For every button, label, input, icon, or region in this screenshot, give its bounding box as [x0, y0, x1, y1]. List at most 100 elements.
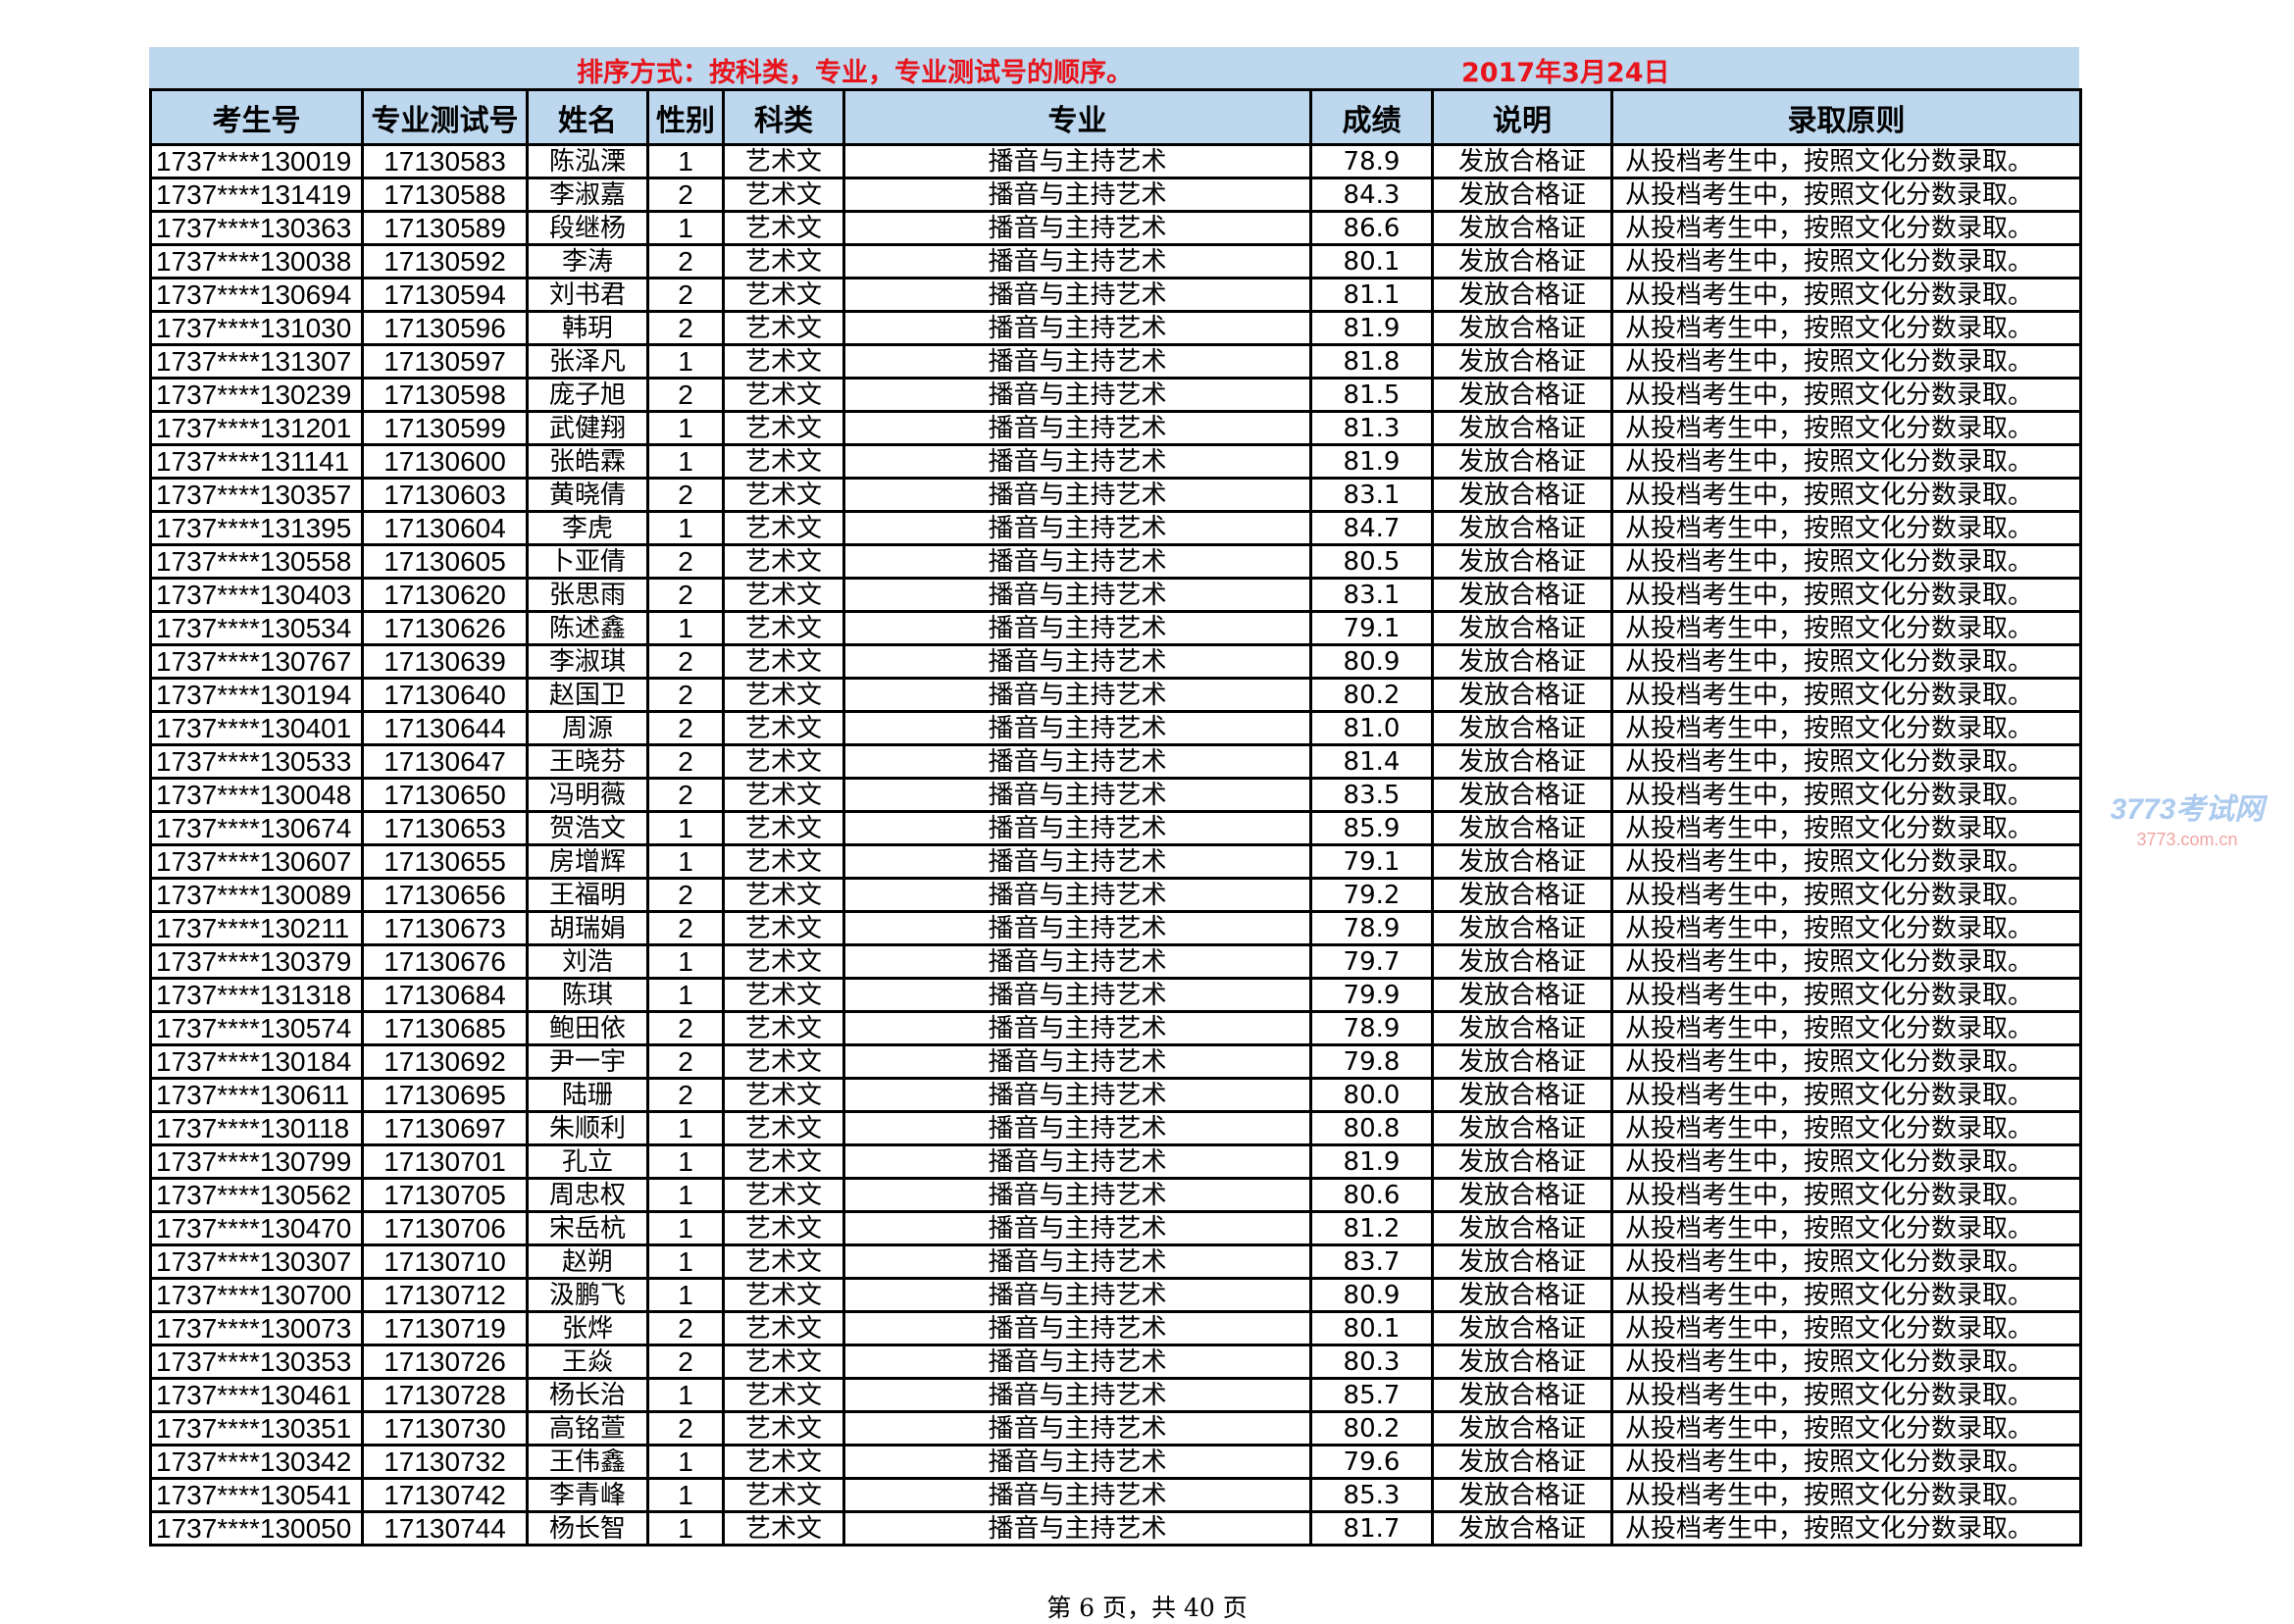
table-row: 1737****131307 17130597 张泽凡 1 艺术文 播音与主持艺术 81.8…	[149, 343, 2082, 380]
cell-category: 艺术文	[722, 1410, 845, 1446]
cell-candidate-id: 1737****130674	[149, 810, 364, 846]
cell-major: 播音与主持艺术	[842, 343, 1312, 380]
cell-name: 王伟鑫	[526, 1444, 649, 1480]
table-body: 1737****130019 17130583 陈泓溧 1 艺术文 播音与主持艺术 78.9…	[149, 143, 2082, 1547]
cell-score: 83.1	[1309, 477, 1434, 513]
cell-score: 81.3	[1309, 410, 1434, 446]
cell-gender: 1	[646, 510, 725, 546]
cell-test-number: 17130589	[361, 210, 529, 246]
cell-score: 84.7	[1309, 510, 1434, 546]
cell-candidate-id: 1737****130607	[149, 843, 364, 880]
table-row: 1737****130541 17130742 李青峰 1 艺术文 播音与主持艺术 85.3…	[149, 1477, 2082, 1513]
cell-candidate-id: 1737****130403	[149, 577, 364, 613]
cell-category: 艺术文	[722, 377, 845, 413]
cell-category: 艺术文	[722, 210, 845, 246]
cell-gender: 2	[646, 1077, 725, 1113]
cell-admission-rule: 从投档考生中，按照文化分数录取。	[1610, 343, 2082, 380]
cell-admission-rule: 从投档考生中，按照文化分数录取。	[1610, 743, 2082, 780]
cell-major: 播音与主持艺术	[842, 1377, 1312, 1413]
cell-test-number: 17130596	[361, 310, 529, 346]
cell-gender: 2	[646, 877, 725, 913]
table-row: 1737****130038 17130592 李涛 2 艺术文 播音与主持艺术 80.1 发…	[149, 243, 2082, 279]
table-row: 1737****130558 17130605 卜亚倩 2 艺术文 播音与主持艺术 80.5…	[149, 543, 2082, 580]
column-header-major: 专业	[842, 88, 1312, 146]
cell-major: 播音与主持艺术	[842, 1043, 1312, 1080]
cell-test-number: 17130644	[361, 710, 529, 746]
cell-admission-rule: 从投档考生中，按照文化分数录取。	[1610, 1510, 2082, 1547]
cell-name: 高铭萱	[526, 1410, 649, 1446]
cell-candidate-id: 1737****130700	[149, 1277, 364, 1313]
cell-admission-rule: 从投档考生中，按照文化分数录取。	[1610, 1477, 2082, 1513]
table-row: 1737****130379 17130676 刘浩 1 艺术文 播音与主持艺术 79.7 发…	[149, 943, 2082, 980]
cell-category: 艺术文	[722, 1110, 845, 1146]
cell-name: 张烨	[526, 1310, 649, 1346]
cell-remark: 发放合格证	[1431, 1510, 1613, 1547]
cell-gender: 1	[646, 1277, 725, 1313]
cell-remark: 发放合格证	[1431, 477, 1613, 513]
cell-remark: 发放合格证	[1431, 510, 1613, 546]
cell-name: 王焱	[526, 1344, 649, 1380]
cell-test-number: 17130695	[361, 1077, 529, 1113]
cell-gender: 2	[646, 710, 725, 746]
cell-score: 79.7	[1309, 943, 1434, 980]
cell-score: 81.5	[1309, 377, 1434, 413]
cell-test-number: 17130697	[361, 1110, 529, 1146]
cell-category: 艺术文	[722, 743, 845, 780]
cell-gender: 1	[646, 210, 725, 246]
cell-admission-rule: 从投档考生中，按照文化分数录取。	[1610, 443, 2082, 480]
cell-remark: 发放合格证	[1431, 143, 1613, 179]
cell-category: 艺术文	[722, 277, 845, 313]
cell-score: 85.7	[1309, 1377, 1434, 1413]
cell-category: 艺术文	[722, 143, 845, 179]
cell-major: 播音与主持艺术	[842, 810, 1312, 846]
cell-remark: 发放合格证	[1431, 1243, 1613, 1280]
cell-test-number: 17130620	[361, 577, 529, 613]
cell-test-number: 17130730	[361, 1410, 529, 1446]
cell-name: 周忠权	[526, 1177, 649, 1213]
cell-category: 艺术文	[722, 177, 845, 213]
cell-candidate-id: 1737****130401	[149, 710, 364, 746]
cell-remark: 发放合格证	[1431, 1210, 1613, 1246]
cell-name: 李虎	[526, 510, 649, 546]
cell-name: 贺浩文	[526, 810, 649, 846]
cell-admission-rule: 从投档考生中，按照文化分数录取。	[1610, 577, 2082, 613]
table-row: 1737****130534 17130626 陈述鑫 1 艺术文 播音与主持艺术 79.1…	[149, 610, 2082, 646]
cell-category: 艺术文	[722, 1510, 845, 1547]
cell-score: 80.1	[1309, 243, 1434, 279]
cell-name: 武健翔	[526, 410, 649, 446]
cell-gender: 2	[646, 677, 725, 713]
cell-major: 播音与主持艺术	[842, 777, 1312, 813]
cell-name: 陈述鑫	[526, 610, 649, 646]
cell-test-number: 17130656	[361, 877, 529, 913]
table-row: 1737****131201 17130599 武健翔 1 艺术文 播音与主持艺术 81.3…	[149, 410, 2082, 446]
cell-test-number: 17130647	[361, 743, 529, 780]
cell-admission-rule: 从投档考生中，按照文化分数录取。	[1610, 477, 2082, 513]
cell-name: 李青峰	[526, 1477, 649, 1513]
cell-admission-rule: 从投档考生中，按照文化分数录取。	[1610, 610, 2082, 646]
cell-major: 播音与主持艺术	[842, 543, 1312, 580]
cell-category: 艺术文	[722, 1477, 845, 1513]
cell-score: 78.9	[1309, 1010, 1434, 1046]
cell-category: 艺术文	[722, 810, 845, 846]
cell-candidate-id: 1737****130019	[149, 143, 364, 179]
cell-name: 韩玥	[526, 310, 649, 346]
cell-admission-rule: 从投档考生中，按照文化分数录取。	[1610, 1243, 2082, 1280]
cell-name: 陈琪	[526, 977, 649, 1013]
table-row: 1737****130799 17130701 孔立 1 艺术文 播音与主持艺术 81.9 发…	[149, 1143, 2082, 1180]
cell-candidate-id: 1737****130562	[149, 1177, 364, 1213]
cell-name: 刘浩	[526, 943, 649, 980]
cell-name: 房增辉	[526, 843, 649, 880]
cell-admission-rule: 从投档考生中，按照文化分数录取。	[1610, 1110, 2082, 1146]
table-row: 1737****130194 17130640 赵国卫 2 艺术文 播音与主持艺术 80.2…	[149, 677, 2082, 713]
cell-major: 播音与主持艺术	[842, 943, 1312, 980]
cell-candidate-id: 1737****130342	[149, 1444, 364, 1480]
cell-name: 赵国卫	[526, 677, 649, 713]
cell-remark: 发放合格证	[1431, 577, 1613, 613]
cell-admission-rule: 从投档考生中，按照文化分数录取。	[1610, 1444, 2082, 1480]
cell-remark: 发放合格证	[1431, 877, 1613, 913]
cell-gender: 2	[646, 777, 725, 813]
cell-test-number: 17130604	[361, 510, 529, 546]
cell-test-number: 17130673	[361, 910, 529, 946]
cell-admission-rule: 从投档考生中，按照文化分数录取。	[1610, 543, 2082, 580]
table-row: 1737****130562 17130705 周忠权 1 艺术文 播音与主持艺术 80.6…	[149, 1177, 2082, 1213]
